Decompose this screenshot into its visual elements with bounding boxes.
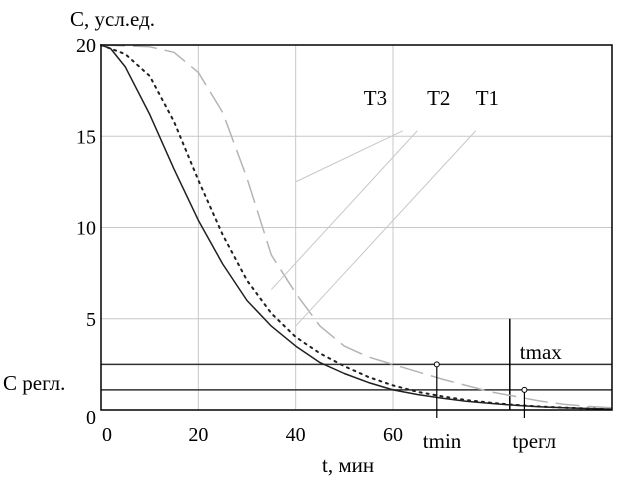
- marker-point: [433, 361, 440, 368]
- series-line-t2: [100, 44, 613, 411]
- y-tick-label: 10: [76, 218, 96, 240]
- series-line-t1: [100, 44, 613, 409]
- y-tick-label: 5: [86, 309, 96, 331]
- x-tick-label: 0: [102, 424, 112, 446]
- plot-frame: [100, 44, 613, 411]
- leader-lines: T3 T2 T1: [270, 86, 499, 327]
- tmax-label: tmax: [520, 340, 562, 364]
- marker-label: tрегл: [512, 429, 556, 453]
- x-tick-label: 20: [188, 424, 208, 446]
- leader-line: [295, 130, 477, 327]
- leader-line: [270, 130, 418, 290]
- x-tick-label: 40: [286, 424, 306, 446]
- labels: С, усл.ед. t, мин С регл.: [3, 7, 374, 477]
- markers: tmin tрегл: [423, 361, 556, 453]
- series-line-t3: [100, 44, 613, 410]
- leader-line: [295, 130, 403, 183]
- x-tick-label: 60: [383, 424, 403, 446]
- marker-point: [521, 386, 528, 393]
- marker-label: tmin: [423, 429, 462, 453]
- y-tick-label: 0: [86, 407, 96, 429]
- y-axis-label: С, усл.ед.: [70, 7, 155, 31]
- y-tick-label: 20: [76, 35, 96, 57]
- series-label-t1: T1: [476, 86, 499, 110]
- ticks: 0 20 40 60 0 5 10 15 20: [76, 35, 403, 446]
- series-label-t2: T2: [427, 86, 450, 110]
- y-tick-label: 15: [76, 126, 96, 148]
- x-axis-label: t, мин: [322, 453, 374, 477]
- creg-label: С регл.: [3, 371, 65, 395]
- series-label-t3: T3: [364, 86, 387, 110]
- reference-lines: tmax: [101, 318, 612, 410]
- series-group: [100, 44, 613, 411]
- grid: [101, 45, 612, 410]
